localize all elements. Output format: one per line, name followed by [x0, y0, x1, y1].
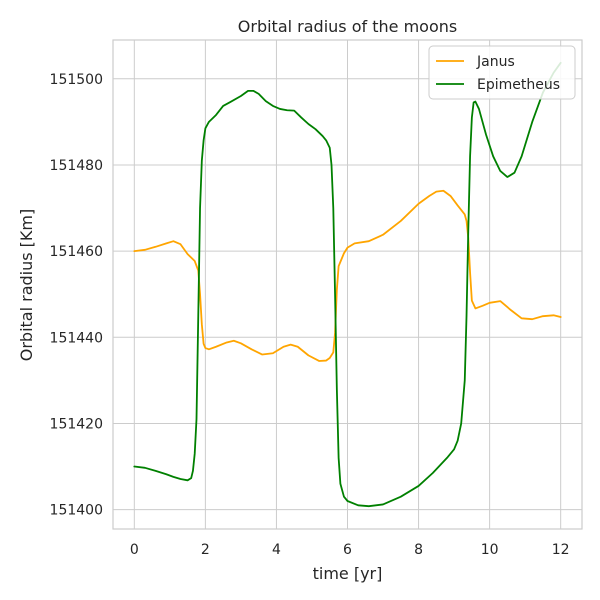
y-tick-label: 151460: [50, 244, 103, 260]
x-tick-label: 2: [201, 542, 210, 558]
y-tick-label: 151440: [50, 330, 103, 346]
y-tick-label: 151500: [50, 72, 103, 88]
x-tick-label: 6: [343, 542, 352, 558]
legend-box: [428, 45, 576, 100]
y-tick-label: 151480: [50, 158, 103, 174]
x-tick-label: 10: [481, 542, 499, 558]
chart-title: Orbital radius of the moons: [238, 17, 457, 36]
series-line-epimetheus: [133, 61, 562, 508]
series-layer: [133, 61, 562, 508]
x-tick-label: 12: [552, 542, 570, 558]
plot-frame: [112, 39, 583, 530]
legend: Janus Epimetheus: [428, 45, 576, 100]
legend-label-epimetheus: Epimetheus: [477, 77, 560, 93]
x-tick-label: 4: [272, 542, 281, 558]
x-tick-label: 0: [130, 542, 139, 558]
y-tick-label: 151400: [50, 503, 103, 519]
y-axis-label: Orbital radius [Km]: [17, 209, 36, 362]
legend-label-janus: Janus: [476, 54, 515, 70]
ticks: 0 2 4 6 8 10 12 151400 151420 151440 151460 151480 1…: [50, 72, 570, 558]
grid: [113, 40, 582, 529]
y-tick-label: 151420: [50, 416, 103, 432]
plot-border: [112, 39, 583, 530]
x-tick-label: 8: [414, 542, 423, 558]
x-axis-label: time [yr]: [313, 564, 383, 583]
